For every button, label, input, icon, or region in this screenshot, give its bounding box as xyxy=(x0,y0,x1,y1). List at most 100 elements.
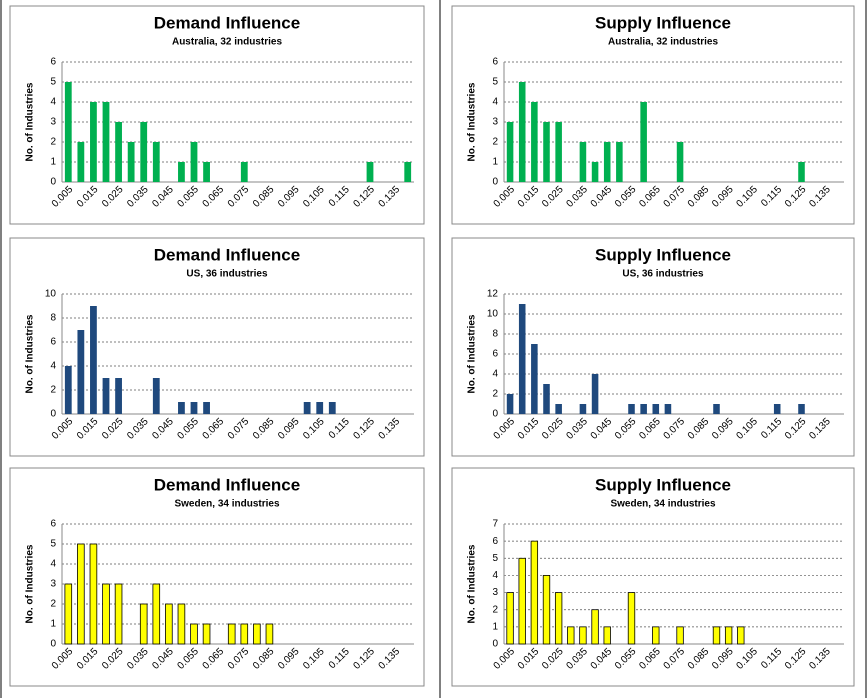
y-tick-label: 2 xyxy=(50,599,56,610)
chart-subtitle: US, 36 industries xyxy=(622,269,704,280)
y-axis-label: No. of Industries xyxy=(25,82,36,161)
bar xyxy=(567,626,575,645)
bar xyxy=(114,583,123,645)
bar xyxy=(64,82,72,182)
y-tick-label: 2 xyxy=(492,137,498,148)
bar xyxy=(190,623,198,645)
bar xyxy=(90,102,97,182)
chart-title: Supply Influence xyxy=(595,475,731,494)
chart-title: Demand Influence xyxy=(154,13,300,32)
bar xyxy=(404,162,412,182)
bar xyxy=(152,583,161,645)
bar xyxy=(366,162,374,182)
bar xyxy=(139,603,148,645)
y-axis-label: No. of Industries xyxy=(25,544,36,623)
bar xyxy=(798,404,805,414)
bar xyxy=(591,609,599,645)
y-tick-label: 4 xyxy=(50,559,56,570)
chart-title: Demand Influence xyxy=(154,475,300,494)
bar xyxy=(798,162,805,182)
chart-title: Supply Influence xyxy=(595,245,731,264)
y-tick-label: 6 xyxy=(492,536,498,547)
bar xyxy=(579,404,587,414)
bar xyxy=(190,402,198,414)
bar xyxy=(603,142,611,182)
y-tick-label: 1 xyxy=(492,157,498,168)
bar xyxy=(555,122,562,182)
bar xyxy=(64,366,72,414)
bar xyxy=(554,592,563,645)
y-tick-label: 2 xyxy=(50,137,56,148)
bar xyxy=(640,102,647,182)
chart-title: Supply Influence xyxy=(595,13,731,32)
chart-subtitle: Sweden, 34 industries xyxy=(610,499,715,510)
bar xyxy=(591,374,599,414)
chart-subtitle: US, 36 industries xyxy=(186,269,268,280)
y-axis-label: No. of Industries xyxy=(467,544,478,623)
bar xyxy=(64,583,73,645)
bar xyxy=(178,162,185,182)
y-tick-label: 5 xyxy=(492,553,498,564)
bar xyxy=(316,402,324,414)
bar xyxy=(90,306,97,414)
bar xyxy=(253,623,261,645)
bar xyxy=(712,626,721,645)
bar xyxy=(518,304,526,414)
y-tick-label: 6 xyxy=(50,337,56,348)
y-tick-label: 1 xyxy=(50,157,56,168)
y-tick-label: 2 xyxy=(50,385,56,396)
bar xyxy=(240,623,249,645)
y-tick-label: 6 xyxy=(50,57,56,68)
bar xyxy=(77,330,85,414)
y-tick-label: 8 xyxy=(50,313,56,324)
y-tick-label: 7 xyxy=(492,519,498,530)
bar xyxy=(616,142,623,182)
bar xyxy=(89,543,98,645)
bar xyxy=(178,402,185,414)
bar xyxy=(152,142,160,182)
bar xyxy=(737,626,745,645)
bar xyxy=(227,623,236,645)
y-tick-label: 2 xyxy=(492,389,498,400)
y-tick-label: 1 xyxy=(50,619,56,630)
bar xyxy=(77,142,85,182)
bar xyxy=(115,378,122,414)
bar xyxy=(203,402,210,414)
bar xyxy=(530,540,539,645)
y-tick-label: 6 xyxy=(492,349,498,360)
bar xyxy=(518,82,526,182)
y-tick-label: 4 xyxy=(50,361,56,372)
bar xyxy=(303,402,311,414)
bar xyxy=(664,404,672,414)
y-tick-label: 5 xyxy=(50,77,56,88)
bar xyxy=(640,404,647,414)
y-tick-label: 1 xyxy=(492,621,498,632)
y-tick-label: 10 xyxy=(45,289,57,300)
bar xyxy=(152,378,160,414)
y-tick-label: 3 xyxy=(50,579,56,590)
bar xyxy=(115,122,122,182)
chart-title: Demand Influence xyxy=(154,245,300,264)
y-axis-label: No. of Industries xyxy=(467,314,478,393)
y-tick-label: 3 xyxy=(50,117,56,128)
y-tick-label: 3 xyxy=(492,587,498,598)
bar xyxy=(203,162,210,182)
bar xyxy=(591,162,599,182)
bar xyxy=(102,102,110,182)
bar xyxy=(506,592,514,645)
bar xyxy=(240,162,248,182)
y-axis-label: No. of Industries xyxy=(467,82,478,161)
bar xyxy=(518,557,526,645)
y-tick-label: 10 xyxy=(487,309,499,320)
bar xyxy=(202,623,211,645)
bar xyxy=(603,626,611,645)
bar xyxy=(506,394,514,414)
bar xyxy=(102,378,110,414)
y-tick-label: 0 xyxy=(492,177,498,188)
y-tick-label: 0 xyxy=(50,409,56,420)
y-tick-label: 4 xyxy=(492,97,498,108)
y-tick-label: 8 xyxy=(492,329,498,340)
bar xyxy=(102,583,110,645)
chart-subtitle: Sweden, 34 industries xyxy=(174,499,279,510)
panel xyxy=(9,5,425,225)
